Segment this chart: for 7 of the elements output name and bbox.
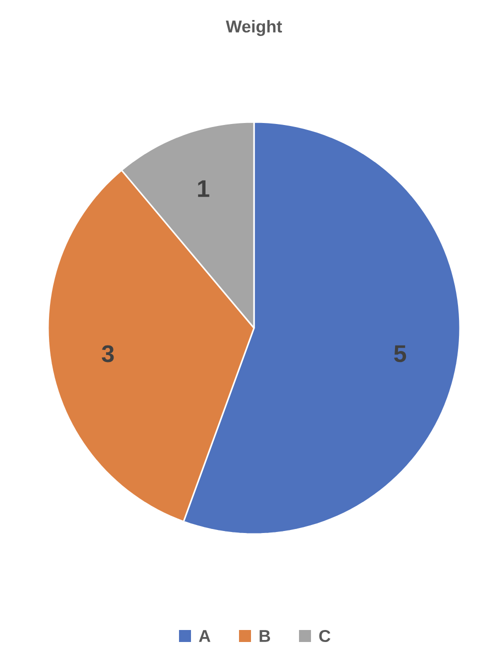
legend-label: C [319, 630, 330, 642]
data-label: 3 [102, 345, 114, 362]
chart-title: Weight [226, 20, 282, 36]
legend-label: B [260, 630, 270, 642]
data-label: 1 [198, 180, 210, 197]
data-label: 5 [394, 345, 406, 362]
legend-label: A [198, 630, 210, 642]
